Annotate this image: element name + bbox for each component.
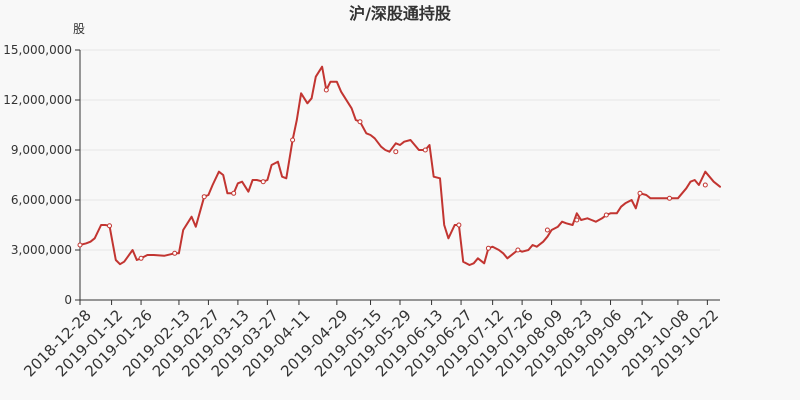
- data-point: [422, 147, 428, 153]
- data-point: [574, 217, 580, 223]
- y-tick-label: 6,000,000: [11, 193, 72, 207]
- x-axis-ticks: 2018-12-282019-01-122019-01-262019-02-13…: [20, 300, 722, 380]
- data-point: [260, 179, 266, 185]
- y-tick-label: 0: [64, 293, 72, 307]
- series-line: [79, 65, 721, 266]
- data-point: [172, 250, 178, 256]
- data-point: [515, 247, 521, 253]
- data-point: [456, 222, 462, 228]
- data-point: [290, 137, 296, 143]
- gridlines: [80, 49, 720, 251]
- chart-title: 沪/深股通持股: [349, 4, 452, 23]
- y-tick-label: 3,000,000: [11, 243, 72, 257]
- y-axis-unit-label: 股: [73, 22, 85, 36]
- data-point: [138, 255, 144, 261]
- y-tick-label: 12,000,000: [3, 93, 72, 107]
- y-axis-ticks: 0 3,000,000 6,000,000 9,000,000 12,000,000 15…: [3, 43, 80, 307]
- data-point: [107, 223, 112, 229]
- data-point: [544, 227, 550, 233]
- y-tick-label: 9,000,000: [11, 143, 72, 157]
- data-point: [77, 242, 83, 248]
- data-point: [637, 190, 643, 196]
- axes: [79, 50, 720, 301]
- data-point: [485, 245, 491, 251]
- data-point: [231, 190, 237, 196]
- data-point: [603, 212, 609, 218]
- series-group: [77, 65, 721, 266]
- data-point: [323, 87, 329, 93]
- data-point: [702, 182, 708, 188]
- y-tick-label: 15,000,000: [3, 43, 72, 57]
- data-point: [393, 149, 399, 155]
- data-point: [201, 194, 207, 200]
- data-point: [667, 195, 672, 201]
- data-point: [357, 119, 363, 125]
